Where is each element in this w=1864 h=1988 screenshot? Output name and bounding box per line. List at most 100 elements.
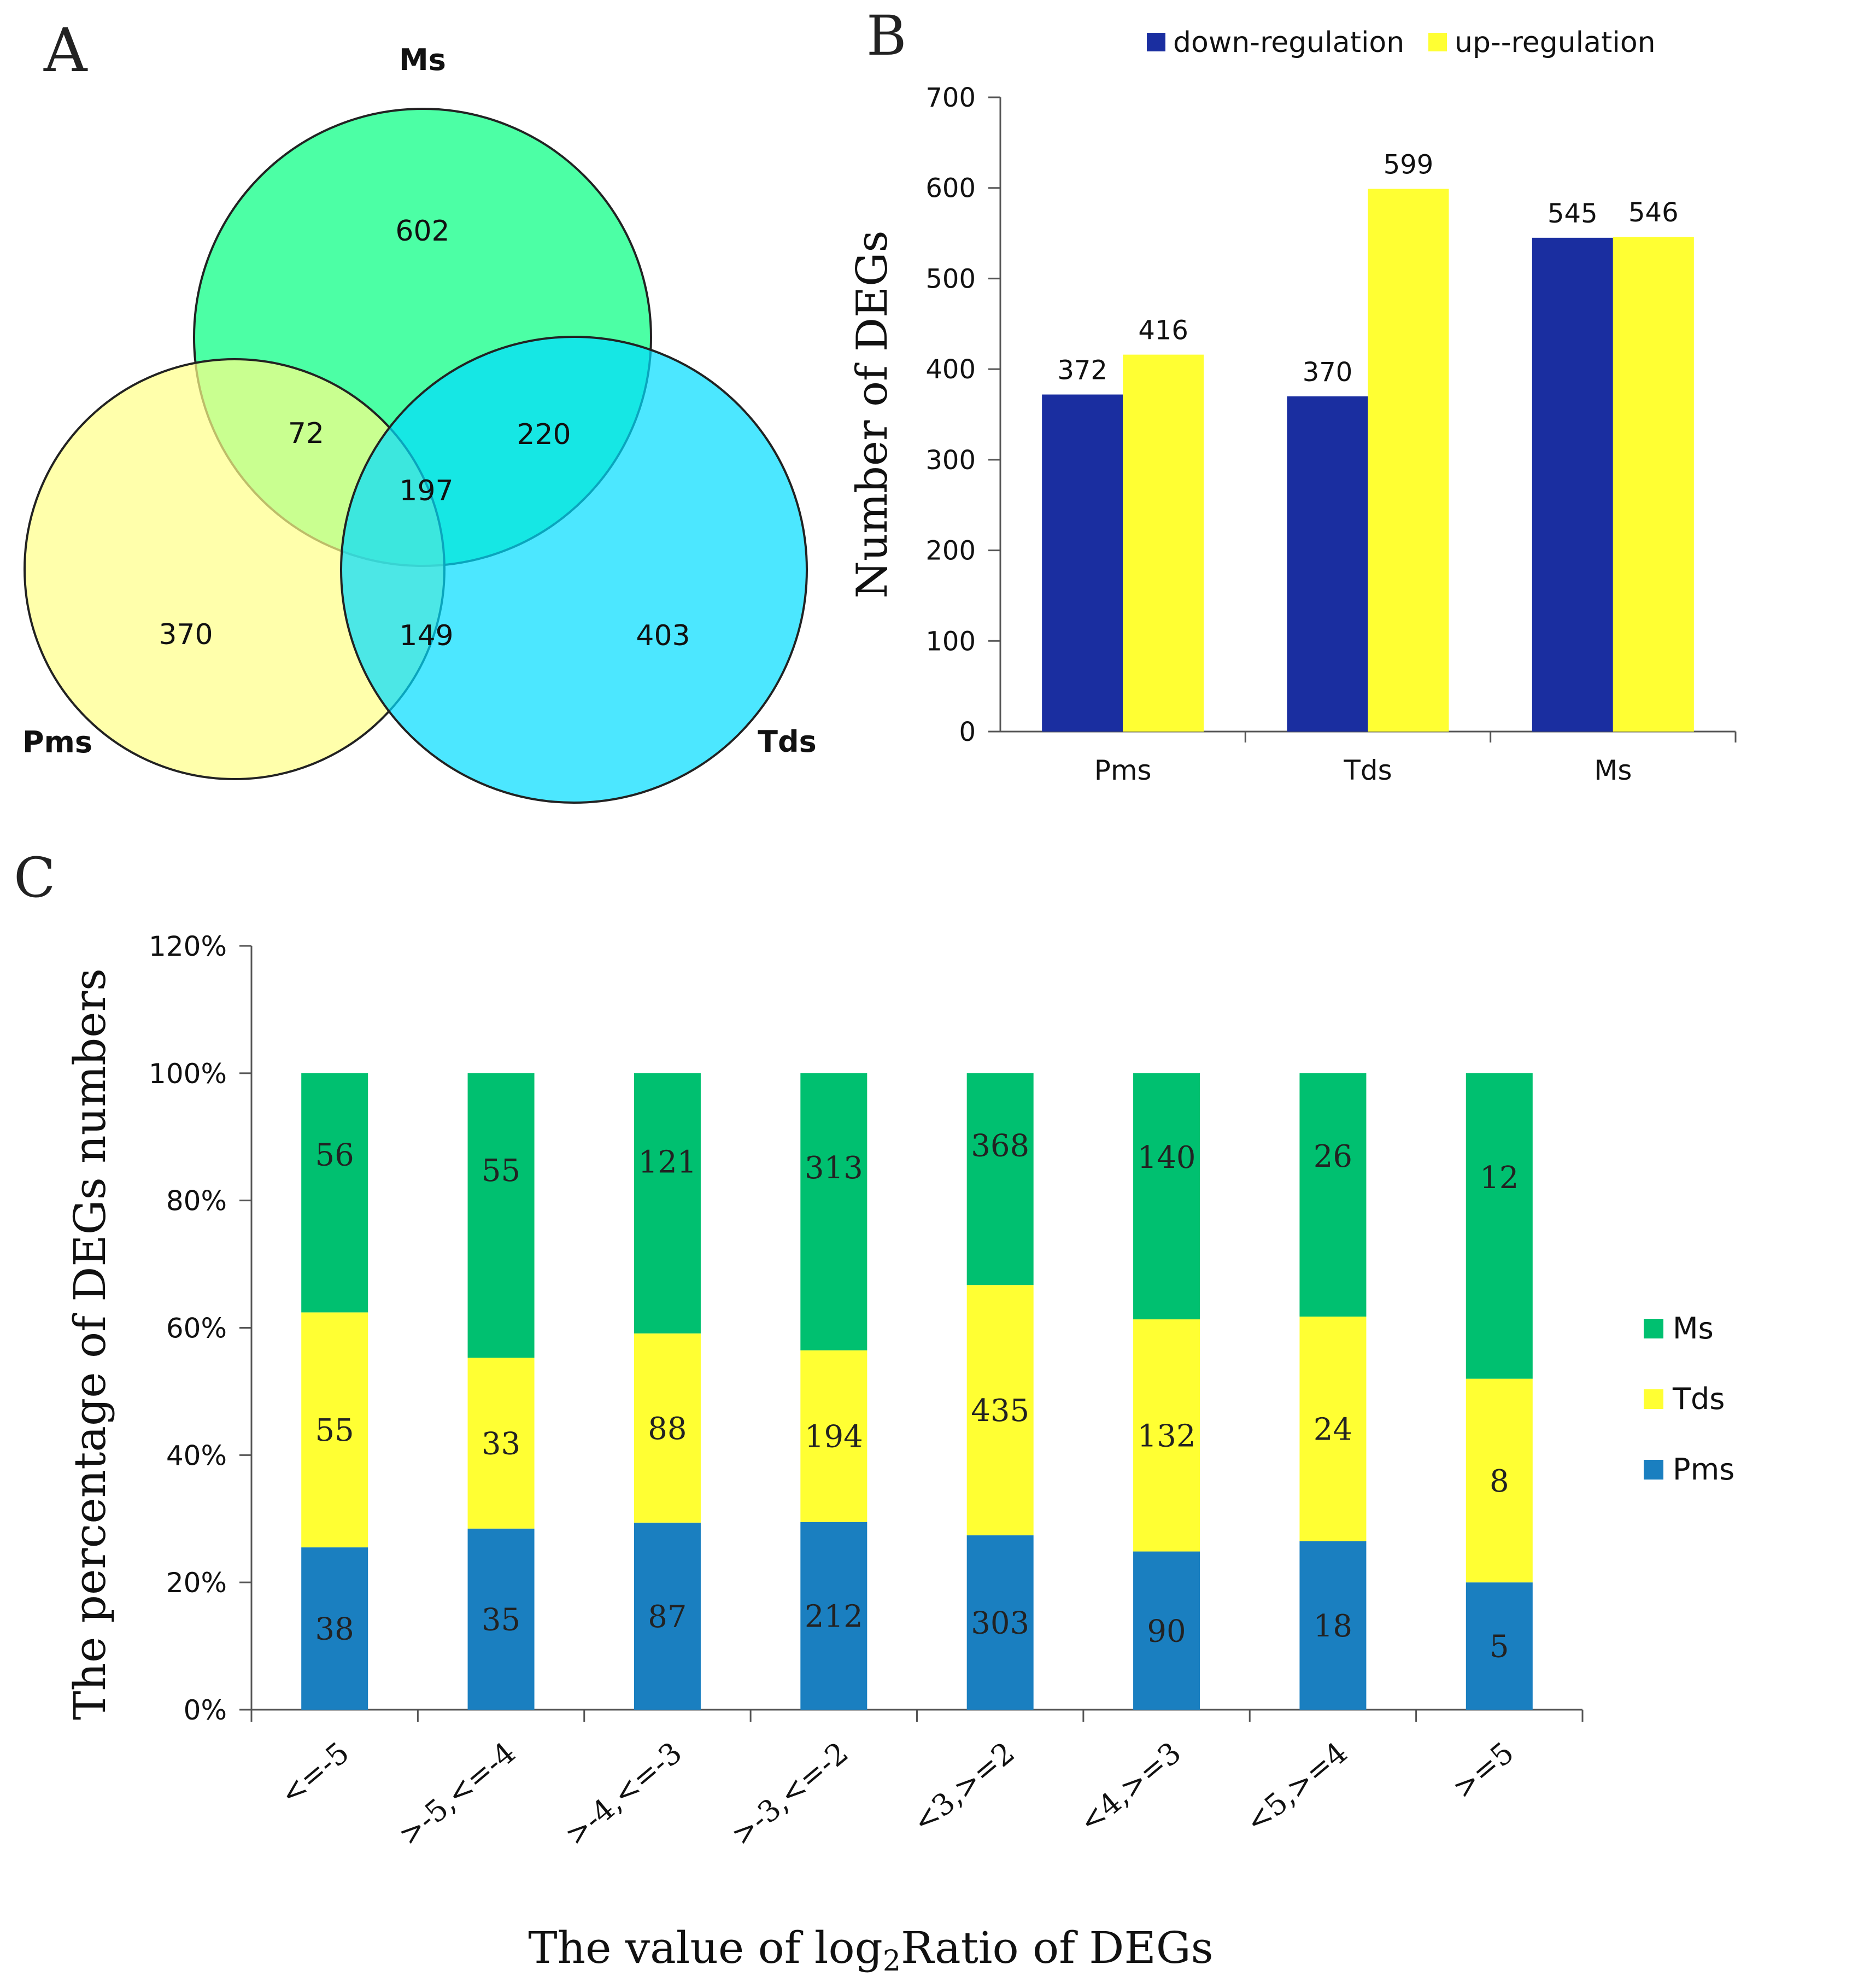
c-bar-segment	[966, 1285, 1034, 1536]
c-bar-segment	[1466, 1378, 1533, 1583]
c-segment-value: 121	[638, 1145, 696, 1180]
c-segment-value: 212	[805, 1599, 863, 1634]
venn-set-label-tds: Tds	[758, 724, 817, 759]
c-y-tick-label: 40%	[166, 1440, 227, 1471]
c-bar-segment	[966, 1073, 1034, 1285]
c-segment-value: 24	[1314, 1412, 1352, 1447]
c-bar-segment	[800, 1073, 867, 1350]
c-legend-swatch	[1644, 1389, 1663, 1409]
c-segment-value: 8	[1490, 1464, 1509, 1499]
b-bar-value: 370	[1303, 357, 1353, 388]
b-y-tick-label: 700	[925, 83, 976, 113]
venn-region-value: 370	[159, 618, 213, 651]
c-bar-segment	[1299, 1073, 1367, 1317]
b-bar-value: 545	[1548, 198, 1598, 229]
venn-region-value: 197	[399, 475, 453, 507]
b-y-axis-label: Number of DEGs	[848, 230, 897, 598]
c-bar-segment	[467, 1528, 535, 1710]
c-segment-value: 435	[971, 1393, 1029, 1429]
c-y-axis-label: The percentage of DEGs numbers	[65, 968, 115, 1720]
b-legend-swatch	[1147, 33, 1165, 51]
c-segment-value: 18	[1314, 1609, 1352, 1644]
panel-label-c: C	[14, 846, 56, 910]
b-bar-value: 372	[1057, 355, 1107, 386]
b-bar-value: 546	[1628, 197, 1679, 228]
c-segment-value: 12	[1480, 1160, 1519, 1196]
c-bar-segment	[1299, 1541, 1367, 1710]
b-y-tick-label: 400	[925, 354, 976, 385]
c-x-tick-label: >-4,<=-3	[558, 1735, 688, 1852]
c-bar-segment	[1133, 1551, 1200, 1710]
venn-circle-tds	[340, 336, 808, 804]
b-y-tick-label: 500	[925, 264, 976, 294]
c-segment-value: 56	[315, 1138, 354, 1173]
bar-chart-b: 0 100 200 300 400 500 600 700 372 416 Pms 370 599 Tds…	[848, 26, 1737, 786]
c-x-axis-label-subscript: 2	[883, 1945, 901, 1978]
c-segment-value: 194	[805, 1419, 863, 1455]
b-y-tick-label: 0	[959, 717, 976, 747]
b-x-tick-label: Pms	[1094, 755, 1152, 786]
b-bar	[1532, 237, 1613, 732]
c-bar-segment	[1466, 1073, 1533, 1379]
c-segment-value: 87	[648, 1599, 687, 1635]
c-bar-segment	[1133, 1073, 1200, 1320]
c-bar-segment	[301, 1312, 368, 1548]
c-bar-segment	[1133, 1319, 1200, 1552]
b-bar	[1123, 354, 1204, 732]
c-y-tick-label: 120%	[149, 931, 227, 962]
c-bar-segment	[634, 1333, 701, 1523]
b-y-tick-label: 200	[925, 536, 976, 566]
b-bar	[1042, 394, 1123, 732]
b-bar-value: 599	[1384, 149, 1434, 180]
c-bar-segment	[966, 1535, 1034, 1710]
panel-label-a: A	[43, 15, 88, 85]
b-legend-label: down-regulation	[1173, 26, 1404, 59]
c-legend-label: Pms	[1673, 1452, 1734, 1487]
c-x-axis-label-part: The value of log	[528, 1922, 883, 1973]
c-x-axis-label: The value of log2Ratio of DEGs	[528, 1922, 1213, 1978]
c-segment-value: 140	[1138, 1140, 1196, 1176]
c-segment-value: 26	[1314, 1139, 1352, 1174]
c-x-tick-label: <=-5	[273, 1735, 355, 1812]
b-x-tick-label: Ms	[1594, 755, 1632, 786]
c-y-tick-label: 100%	[149, 1058, 227, 1090]
venn-set-label-pms: Pms	[22, 725, 92, 759]
c-legend-label: Tds	[1672, 1382, 1725, 1416]
venn-region-value: 72	[288, 417, 324, 450]
b-y-tick-label: 300	[925, 445, 976, 476]
b-y-tick-label: 100	[925, 626, 976, 657]
c-x-tick-label: >-3,<=-2	[724, 1735, 854, 1852]
venn-region-value: 602	[395, 215, 449, 248]
c-x-axis-label-part: Ratio of DEGs	[901, 1922, 1214, 1973]
venn-region-value: 403	[636, 619, 690, 652]
c-segment-value: 33	[482, 1426, 520, 1462]
c-segment-value: 303	[971, 1606, 1029, 1641]
c-bar-segment	[634, 1073, 701, 1334]
c-x-tick-label: <3,>=2	[906, 1735, 1021, 1840]
c-legend-swatch	[1644, 1460, 1663, 1480]
venn-set-label-ms: Ms	[399, 43, 446, 77]
c-bar-segment	[634, 1522, 701, 1710]
c-y-tick-label: 0%	[184, 1694, 227, 1726]
c-bar-segment	[800, 1522, 867, 1710]
c-bar-segment	[1299, 1316, 1367, 1541]
c-segment-value: 90	[1147, 1613, 1186, 1649]
b-legend-swatch	[1428, 33, 1447, 51]
c-bar-segment	[467, 1073, 535, 1358]
c-bar-segment	[800, 1350, 867, 1522]
c-segment-value: 313	[805, 1150, 863, 1186]
c-y-tick-label: 20%	[166, 1567, 227, 1599]
c-x-tick-label: <4,>=3	[1072, 1735, 1187, 1840]
panel-label-b: B	[866, 4, 907, 68]
c-segment-value: 55	[482, 1153, 520, 1189]
b-bar-value: 416	[1138, 315, 1188, 346]
c-y-tick-label: 80%	[166, 1185, 227, 1217]
c-segment-value: 5	[1490, 1629, 1509, 1665]
b-legend-label: up--regulation	[1455, 26, 1656, 59]
c-legend-swatch	[1644, 1319, 1663, 1338]
c-segment-value: 368	[971, 1129, 1029, 1164]
c-segment-value: 55	[315, 1413, 354, 1448]
c-bar-segment	[301, 1547, 368, 1710]
c-segment-value: 35	[482, 1602, 520, 1638]
venn-diagram: Ms Pms Tds 602 370 403 72 220 149 197	[22, 43, 817, 804]
